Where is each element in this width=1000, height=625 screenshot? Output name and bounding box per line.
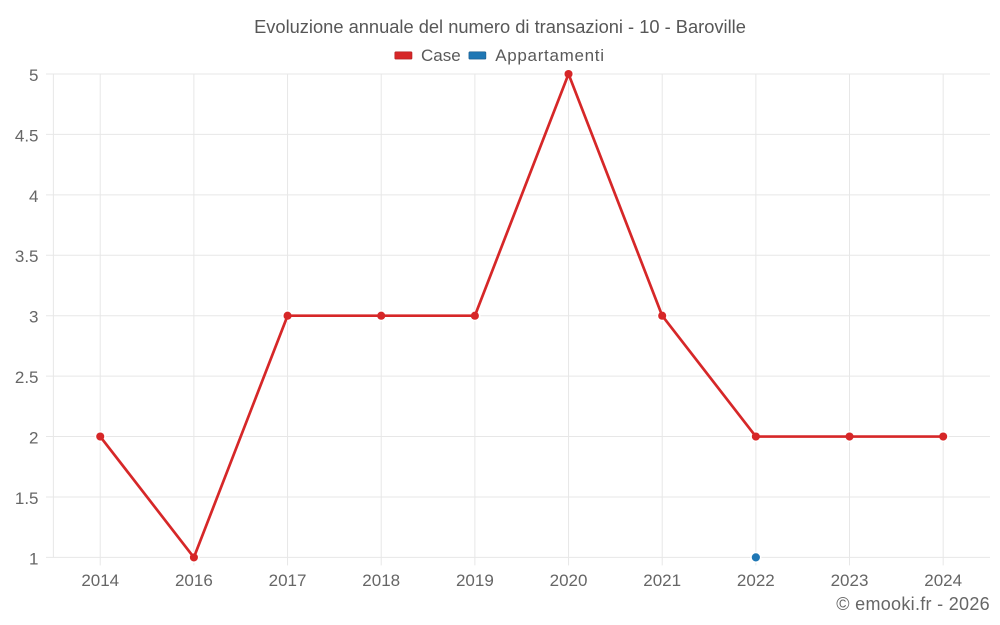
svg-text:5: 5 xyxy=(29,66,38,85)
svg-text:2016: 2016 xyxy=(175,571,213,590)
svg-text:2023: 2023 xyxy=(831,571,869,590)
svg-text:3: 3 xyxy=(29,308,38,327)
svg-text:2014: 2014 xyxy=(81,571,119,590)
svg-text:1: 1 xyxy=(29,549,38,568)
svg-text:Case: Case xyxy=(421,46,461,65)
svg-text:2: 2 xyxy=(29,428,38,447)
svg-text:2.5: 2.5 xyxy=(15,368,39,387)
svg-text:2021: 2021 xyxy=(643,571,681,590)
svg-text:Appartamenti: Appartamenti xyxy=(495,46,605,65)
svg-text:4: 4 xyxy=(29,187,38,206)
svg-text:2018: 2018 xyxy=(362,571,400,590)
svg-text:2019: 2019 xyxy=(456,571,494,590)
svg-text:2022: 2022 xyxy=(737,571,775,590)
svg-text:© emooki.fr - 2026: © emooki.fr - 2026 xyxy=(836,594,990,614)
svg-text:2024: 2024 xyxy=(924,571,962,590)
svg-text:1.5: 1.5 xyxy=(15,489,39,508)
svg-text:2017: 2017 xyxy=(269,571,307,590)
svg-text:Evoluzione annuale del numero: Evoluzione annuale del numero di transaz… xyxy=(254,16,746,37)
svg-text:3.5: 3.5 xyxy=(15,247,39,266)
svg-text:4.5: 4.5 xyxy=(15,126,39,145)
svg-text:2020: 2020 xyxy=(550,571,588,590)
